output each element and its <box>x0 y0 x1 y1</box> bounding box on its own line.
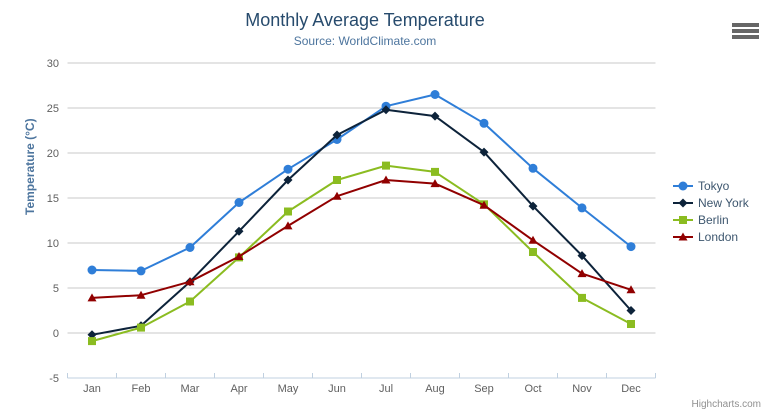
data-point-marker-diamond[interactable] <box>234 226 244 236</box>
data-point-marker-diamond[interactable] <box>479 147 489 157</box>
y-axis-label: 10 <box>47 238 59 250</box>
series-line-london <box>91 179 632 299</box>
series-line-new-york <box>91 108 632 336</box>
legend-label: London <box>698 229 739 244</box>
data-point-marker-square[interactable] <box>137 323 145 332</box>
y-axis-label: 30 <box>47 58 59 70</box>
x-axis-label: Oct <box>524 383 541 395</box>
x-axis-label: Nov <box>572 383 592 395</box>
data-point-marker-diamond[interactable] <box>381 105 391 115</box>
data-point-marker-square[interactable] <box>88 337 96 346</box>
y-axis-label: 25 <box>47 103 59 115</box>
data-point-marker-square[interactable] <box>529 248 537 256</box>
square-marker-icon <box>673 215 693 224</box>
x-axis-label: Jun <box>328 383 346 395</box>
data-point-marker-square[interactable] <box>578 293 586 302</box>
x-axis-label: Apr <box>230 383 247 395</box>
diamond-marker-icon <box>673 198 693 207</box>
data-point-marker-circle[interactable] <box>234 198 244 207</box>
data-point-marker-circle[interactable] <box>479 118 489 128</box>
series-line-berlin <box>91 164 632 343</box>
chart-title: Monthly Average Temperature <box>245 10 485 30</box>
hamburger-menu-icon[interactable] <box>730 19 761 43</box>
data-point-marker-diamond[interactable] <box>87 330 97 340</box>
legend-label: Tokyo <box>698 178 730 193</box>
data-point-marker-square[interactable] <box>679 215 687 224</box>
data-point-marker-square[interactable] <box>627 320 635 328</box>
data-point-marker-triangle[interactable] <box>136 290 146 299</box>
credits-link[interactable]: Highcharts.com <box>691 399 761 410</box>
data-point-marker-diamond[interactable] <box>430 111 440 121</box>
data-point-marker-triangle[interactable] <box>626 285 636 294</box>
data-point-marker-triangle[interactable] <box>577 269 587 278</box>
circle-marker-icon <box>673 181 693 190</box>
data-point-marker-diamond[interactable] <box>626 306 636 315</box>
legend-item-london[interactable]: London <box>672 228 749 245</box>
data-point-marker-circle[interactable] <box>283 164 293 174</box>
series-line-tokyo <box>91 93 632 272</box>
x-axis-label: Dec <box>621 383 641 395</box>
x-axis-label: Mar <box>181 383 200 395</box>
legend-label: New York <box>698 195 749 210</box>
data-point-marker-circle[interactable] <box>185 243 195 252</box>
data-point-marker-triangle[interactable] <box>283 221 293 230</box>
data-point-marker-circle[interactable] <box>136 266 146 276</box>
data-point-marker-diamond[interactable] <box>528 201 538 211</box>
data-point-marker-diamond[interactable] <box>678 198 688 207</box>
series-tokyo <box>87 90 636 276</box>
data-point-marker-triangle[interactable] <box>185 277 195 286</box>
data-point-marker-triangle[interactable] <box>332 191 342 200</box>
data-point-marker-triangle[interactable] <box>87 293 97 302</box>
data-point-marker-triangle[interactable] <box>678 232 688 240</box>
data-point-marker-circle[interactable] <box>626 242 636 252</box>
data-point-marker-square[interactable] <box>333 176 341 184</box>
chart-subtitle: Source: WorldClimate.com <box>293 34 437 48</box>
y-axis-label: 0 <box>53 328 59 340</box>
y-axis-label: 5 <box>53 283 59 295</box>
data-point-marker-triangle[interactable] <box>479 200 489 209</box>
x-axis-label: Aug <box>425 383 445 395</box>
data-point-marker-triangle[interactable] <box>528 235 538 244</box>
x-axis-label: May <box>278 383 299 395</box>
data-point-marker-circle[interactable] <box>430 90 440 99</box>
y-axis-label: -5 <box>49 373 59 385</box>
series-new-york <box>87 105 636 340</box>
data-point-marker-triangle[interactable] <box>430 179 440 188</box>
x-axis-label: Feb <box>132 383 151 395</box>
data-point-marker-square[interactable] <box>186 297 194 306</box>
data-point-marker-diamond[interactable] <box>577 251 587 261</box>
series-london <box>87 175 636 302</box>
data-point-marker-circle[interactable] <box>87 265 97 275</box>
data-point-marker-diamond[interactable] <box>332 130 342 140</box>
y-axis-label: 20 <box>47 148 59 160</box>
x-axis-label: Sep <box>474 383 494 395</box>
y-axis-label: 15 <box>47 193 59 205</box>
legend-label: Berlin <box>698 212 729 227</box>
legend: Tokyo New York Berlin London <box>672 177 749 245</box>
x-axis-label: Jul <box>379 383 393 395</box>
legend-item-berlin[interactable]: Berlin <box>672 211 749 228</box>
data-point-marker-circle[interactable] <box>678 181 688 190</box>
data-point-marker-diamond[interactable] <box>283 175 293 185</box>
data-point-marker-triangle[interactable] <box>234 252 244 260</box>
x-axis-label: Jan <box>83 383 101 395</box>
data-point-marker-square[interactable] <box>382 161 390 170</box>
legend-item-tokyo[interactable]: Tokyo <box>672 177 749 194</box>
data-point-marker-square[interactable] <box>431 167 439 176</box>
data-point-marker-triangle[interactable] <box>381 175 391 184</box>
triangle-marker-icon <box>673 232 693 240</box>
data-point-marker-square[interactable] <box>284 207 292 216</box>
data-point-marker-circle[interactable] <box>528 163 538 173</box>
data-point-marker-circle[interactable] <box>577 203 587 213</box>
legend-item-new-york[interactable]: New York <box>672 194 749 211</box>
